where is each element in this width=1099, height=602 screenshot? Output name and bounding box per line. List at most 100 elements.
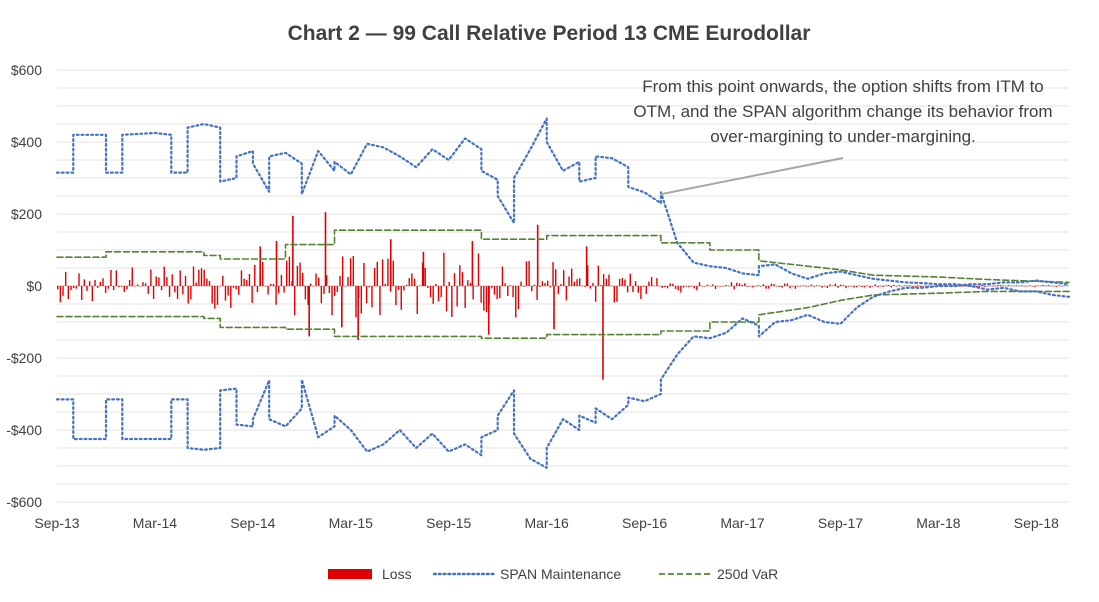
loss-bar bbox=[91, 286, 94, 302]
loss-bar bbox=[467, 280, 469, 286]
chart-title: Chart 2 — 99 Call Relative Period 13 CME… bbox=[288, 22, 811, 45]
loss-bar bbox=[863, 286, 866, 288]
x-tick-label: Sep-17 bbox=[818, 515, 863, 531]
loss-bar bbox=[507, 286, 509, 297]
loss-bar bbox=[515, 286, 517, 318]
loss-bar bbox=[72, 286, 75, 289]
loss-bar bbox=[813, 286, 815, 287]
loss-bar bbox=[576, 279, 578, 286]
loss-bar bbox=[853, 286, 855, 288]
loss-bar bbox=[874, 284, 876, 286]
loss-bar bbox=[278, 286, 280, 294]
loss-bar bbox=[80, 286, 83, 301]
loss-bar bbox=[339, 276, 341, 286]
loss-bar bbox=[570, 268, 573, 286]
loss-bar bbox=[585, 246, 588, 286]
loss-bar bbox=[176, 286, 179, 299]
loss-bar bbox=[645, 286, 647, 294]
loss-bar bbox=[1023, 286, 1026, 287]
loss-bar bbox=[1050, 285, 1052, 287]
loss-bar bbox=[1037, 285, 1039, 286]
loss-bar bbox=[308, 286, 310, 337]
loss-bar bbox=[765, 286, 767, 289]
annotation-text: OTM, and the SPAN algorithm change its b… bbox=[633, 102, 1052, 121]
loss-bar bbox=[123, 286, 125, 293]
x-tick-label: Mar-14 bbox=[133, 515, 178, 531]
loss-bar bbox=[419, 285, 421, 286]
loss-bar bbox=[1002, 285, 1004, 286]
loss-bar bbox=[826, 286, 829, 288]
loss-bar bbox=[736, 282, 738, 286]
loss-bar bbox=[115, 270, 117, 286]
loss-bar bbox=[816, 285, 818, 286]
loss-bar bbox=[83, 279, 86, 286]
y-tick-label: $600 bbox=[11, 62, 42, 78]
loss-bar bbox=[925, 285, 927, 287]
loss-bar bbox=[294, 286, 296, 316]
loss-bar bbox=[821, 286, 823, 288]
loss-bar bbox=[323, 286, 325, 294]
loss-bar bbox=[509, 285, 512, 286]
250d-var-upper-line bbox=[56, 229, 1070, 284]
loss-bar bbox=[1026, 285, 1028, 287]
loss-bar bbox=[965, 286, 967, 287]
loss-bar bbox=[422, 251, 425, 286]
loss-bar bbox=[198, 269, 200, 286]
loss-bar bbox=[118, 286, 120, 288]
loss-bar bbox=[195, 282, 197, 286]
loss-bar bbox=[272, 284, 275, 286]
loss-bar bbox=[823, 285, 826, 287]
loss-bar bbox=[688, 286, 690, 288]
loss-bar bbox=[70, 286, 72, 291]
loss-bar bbox=[895, 286, 898, 287]
loss-bar bbox=[613, 286, 615, 303]
loss-bar bbox=[797, 286, 799, 287]
loss-bar bbox=[134, 285, 136, 287]
loss-bar bbox=[296, 265, 299, 286]
loss-bar bbox=[174, 286, 176, 293]
loss-bar bbox=[512, 286, 514, 298]
loss-bar bbox=[469, 282, 472, 286]
loss-bar bbox=[365, 286, 368, 304]
loss-bar bbox=[62, 286, 64, 296]
loss-bar bbox=[887, 285, 890, 286]
loss-bar bbox=[773, 284, 775, 286]
loss-bar bbox=[837, 286, 839, 288]
loss-bar bbox=[602, 286, 604, 380]
loss-bar bbox=[86, 286, 88, 291]
loss-bar bbox=[104, 286, 107, 294]
loss-bar bbox=[224, 286, 227, 301]
loss-bar bbox=[307, 286, 309, 305]
legend-item: 250d VaR bbox=[659, 566, 778, 582]
loss-bar bbox=[128, 279, 131, 286]
x-tick-label: Sep-14 bbox=[230, 515, 275, 531]
loss-bar bbox=[898, 285, 900, 286]
loss-bar bbox=[709, 285, 711, 287]
loss-bar bbox=[400, 286, 402, 310]
annotation: From this point onwards, the option shif… bbox=[633, 77, 1053, 196]
loss-bar bbox=[701, 286, 703, 287]
loss-bar bbox=[341, 256, 344, 286]
loss-bar bbox=[203, 269, 205, 286]
loss-bar bbox=[520, 281, 522, 286]
loss-bar bbox=[1053, 286, 1055, 287]
loss-bar bbox=[493, 286, 496, 295]
loss-bar bbox=[642, 286, 645, 287]
loss-bar bbox=[142, 282, 144, 286]
loss-bar bbox=[102, 278, 104, 286]
loss-bar bbox=[1058, 285, 1060, 286]
loss-bar bbox=[847, 286, 850, 287]
loss-bar bbox=[435, 283, 437, 286]
loss-bar bbox=[171, 274, 173, 286]
loss-bar bbox=[292, 215, 294, 286]
loss-bar bbox=[749, 286, 751, 287]
loss-bar bbox=[75, 286, 78, 289]
x-tick-label: Sep-13 bbox=[34, 515, 79, 531]
loss-bar bbox=[264, 285, 267, 287]
span-maintenance-lower-line bbox=[55, 279, 1071, 469]
loss-bar bbox=[523, 286, 525, 287]
loss-bar bbox=[475, 285, 477, 287]
loss-bar bbox=[927, 285, 930, 287]
loss-bar bbox=[901, 286, 903, 287]
legend-swatch-loss bbox=[328, 569, 372, 579]
